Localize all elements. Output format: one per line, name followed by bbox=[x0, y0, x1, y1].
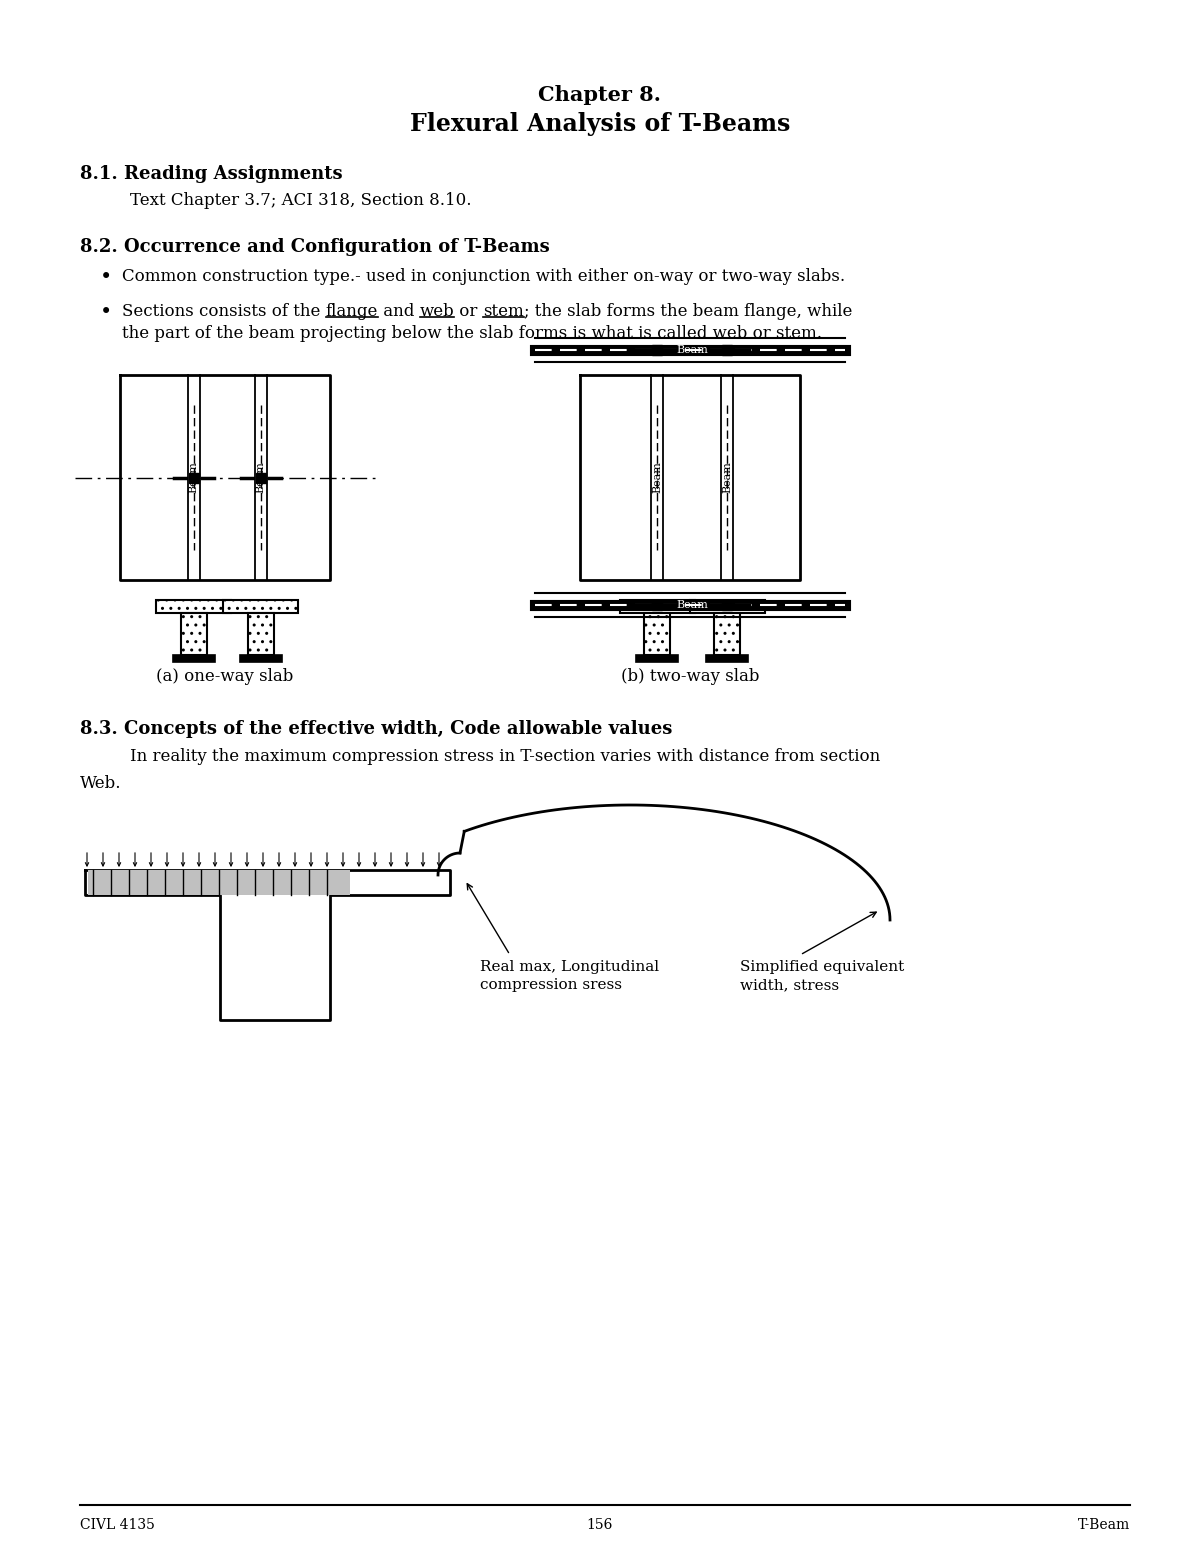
Bar bbox=[707, 655, 749, 662]
Text: Beam: Beam bbox=[256, 461, 265, 494]
Text: Common construction type.- used in conjunction with either on-way or two-way sla: Common construction type.- used in conju… bbox=[122, 269, 845, 286]
Text: 8.3. Concepts of the effective width, Code allowable values: 8.3. Concepts of the effective width, Co… bbox=[80, 721, 672, 738]
Bar bbox=[644, 613, 670, 655]
Text: 156: 156 bbox=[587, 1517, 613, 1531]
Text: 8.1. Reading Assignments: 8.1. Reading Assignments bbox=[80, 165, 343, 183]
Bar bbox=[180, 613, 206, 655]
Text: compression sress: compression sress bbox=[480, 978, 622, 992]
Bar bbox=[223, 599, 299, 613]
Text: width, stress: width, stress bbox=[740, 978, 839, 992]
Text: •: • bbox=[100, 303, 113, 321]
Text: Beam: Beam bbox=[188, 461, 198, 494]
Text: In reality the maximum compression stress in T-section varies with distance from: In reality the maximum compression stres… bbox=[130, 749, 881, 766]
Text: web: web bbox=[420, 303, 455, 320]
Bar bbox=[247, 613, 274, 655]
Text: CIVL 4135: CIVL 4135 bbox=[80, 1517, 155, 1531]
Bar bbox=[240, 655, 282, 662]
Bar bbox=[644, 613, 670, 655]
Bar bbox=[636, 655, 678, 662]
Bar bbox=[722, 599, 732, 610]
Bar bbox=[722, 345, 732, 356]
Text: or: or bbox=[455, 303, 482, 320]
Text: Chapter 8.: Chapter 8. bbox=[539, 85, 661, 106]
Bar bbox=[173, 655, 215, 662]
Text: ; the slab forms the beam flange, while: ; the slab forms the beam flange, while bbox=[523, 303, 852, 320]
Text: and: and bbox=[378, 303, 420, 320]
Text: Real max, Longitudinal: Real max, Longitudinal bbox=[480, 960, 659, 974]
Text: Text Chapter 3.7; ACI 318, Section 8.10.: Text Chapter 3.7; ACI 318, Section 8.10. bbox=[130, 193, 472, 210]
Text: (a) one-way slab: (a) one-way slab bbox=[156, 668, 294, 685]
Bar bbox=[188, 472, 198, 483]
Bar bbox=[156, 599, 230, 613]
Text: •: • bbox=[100, 269, 113, 287]
Bar bbox=[652, 345, 662, 356]
Bar bbox=[714, 613, 740, 655]
Text: Simplified equivalent: Simplified equivalent bbox=[740, 960, 905, 974]
Bar bbox=[156, 599, 230, 613]
Bar bbox=[690, 599, 764, 613]
Text: the part of the beam projecting below the slab forms is what is called web or st: the part of the beam projecting below th… bbox=[122, 325, 822, 342]
Text: Beam: Beam bbox=[677, 599, 708, 610]
Bar bbox=[180, 613, 206, 655]
Bar bbox=[619, 599, 695, 613]
Text: flange: flange bbox=[325, 303, 378, 320]
Bar bbox=[247, 613, 274, 655]
Bar bbox=[256, 472, 265, 483]
Bar bbox=[652, 599, 662, 610]
Text: stem: stem bbox=[482, 303, 523, 320]
Bar bbox=[619, 599, 695, 613]
Text: Sections consists of the: Sections consists of the bbox=[122, 303, 325, 320]
Text: 8.2. Occurrence and Configuration of T-Beams: 8.2. Occurrence and Configuration of T-B… bbox=[80, 238, 550, 256]
Text: (b) two-way slab: (b) two-way slab bbox=[620, 668, 760, 685]
Text: Beam: Beam bbox=[677, 345, 708, 356]
Text: T-Beam: T-Beam bbox=[1078, 1517, 1130, 1531]
Bar bbox=[690, 599, 764, 613]
Text: Flexural Analysis of T-Beams: Flexural Analysis of T-Beams bbox=[410, 112, 790, 137]
Bar bbox=[88, 870, 350, 895]
Bar bbox=[223, 599, 299, 613]
Bar bbox=[714, 613, 740, 655]
Text: Beam: Beam bbox=[722, 461, 732, 494]
Text: Beam: Beam bbox=[652, 461, 662, 494]
Text: Web.: Web. bbox=[80, 775, 121, 792]
